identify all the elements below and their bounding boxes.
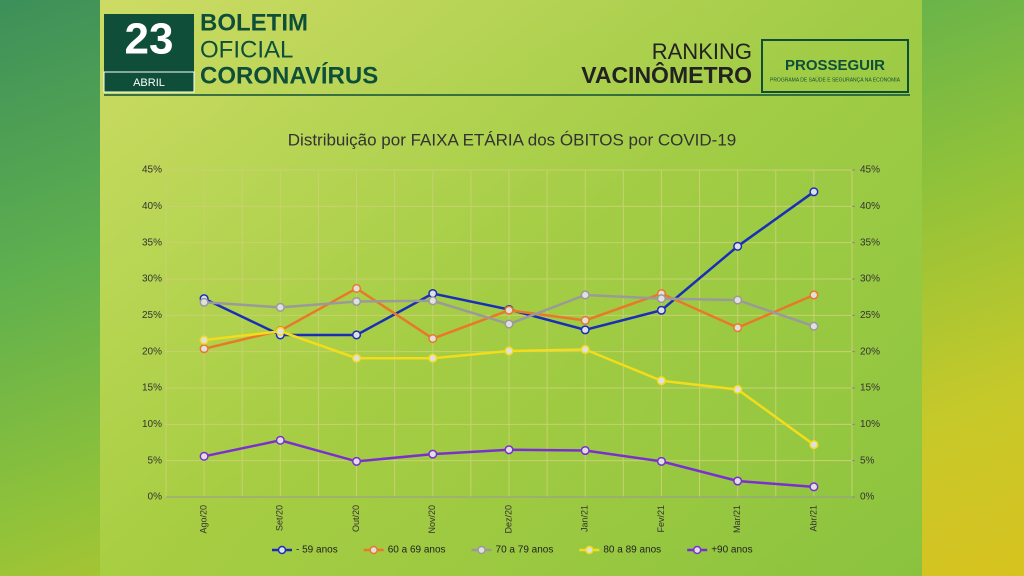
point (275, 326, 285, 336)
y-tick-label: 5% (148, 455, 163, 466)
legend-label: 70 a 79 anos (496, 545, 554, 556)
brand-sub: PROGRAMA DE SAÚDE E SEGURANÇA NA ECONOMI… (770, 76, 901, 83)
y2-tick-label: 40% (860, 201, 880, 212)
point (809, 187, 819, 197)
y2-tick-label: 0% (860, 492, 875, 503)
point (199, 335, 209, 345)
y2-tick-label: 45% (860, 165, 880, 176)
y2-tick-label: 30% (860, 274, 880, 285)
legend-marker (692, 545, 702, 555)
x-tick-label: Nov/20 (427, 505, 437, 534)
point (580, 290, 590, 300)
y-tick-label: 40% (142, 201, 162, 212)
x-tick-label: Mar/21 (732, 505, 742, 533)
point (352, 330, 362, 340)
y2-tick-label: 15% (860, 383, 880, 394)
x-tick-label: Fev/21 (656, 505, 666, 533)
point (504, 445, 514, 455)
point (656, 305, 666, 315)
header-line: BOLETIM (200, 9, 308, 36)
x-tick-label: Abr/21 (808, 505, 818, 532)
header-line: OFICIAL (200, 36, 293, 63)
point (352, 353, 362, 363)
y2-tick-label: 25% (860, 310, 880, 321)
y2-tick-label: 5% (860, 455, 875, 466)
point (656, 456, 666, 466)
point (733, 295, 743, 305)
y-tick-label: 0% (148, 492, 163, 503)
point (352, 456, 362, 466)
point (580, 315, 590, 325)
panel (100, 0, 922, 576)
point (275, 435, 285, 445)
header-line: CORONAVÍRUS (200, 61, 378, 89)
y-tick-label: 10% (142, 419, 162, 430)
legend-label: +90 anos (711, 545, 752, 556)
point (504, 319, 514, 329)
point (809, 482, 819, 492)
legend-label: 60 a 69 anos (388, 545, 446, 556)
point (199, 297, 209, 307)
point (580, 445, 590, 456)
y2-tick-label: 35% (860, 237, 880, 248)
legend-marker (585, 545, 594, 555)
ranking: RANKING (652, 39, 752, 64)
date-box (104, 14, 194, 76)
point (809, 290, 819, 300)
point (428, 334, 438, 344)
x-tick-label: Ago/20 (198, 505, 208, 534)
legend-marker (369, 545, 378, 555)
point (580, 344, 590, 355)
point (352, 296, 362, 307)
y-tick-label: 25% (142, 310, 162, 321)
brand: PROSSEGUIR (785, 57, 885, 74)
x-tick-label: Jan/21 (580, 505, 590, 532)
point (352, 283, 362, 293)
point (656, 376, 666, 386)
legend-label: - 59 anos (296, 545, 338, 556)
vacinometro: VACINÔMETRO (581, 61, 752, 88)
y-tick-label: 15% (142, 383, 162, 394)
brand-box (761, 39, 909, 93)
y-tick-label: 45% (142, 165, 162, 176)
point (428, 296, 438, 306)
legend-label: 80 a 89 anos (603, 545, 661, 556)
y2-tick-label: 10% (860, 419, 880, 430)
x-tick-label: Dez/20 (503, 505, 513, 534)
legend-marker (477, 545, 486, 555)
chart-title: Distribuição por FAIXA ETÁRIA dos ÓBITOS… (288, 130, 736, 149)
point (428, 449, 438, 459)
point (809, 321, 819, 331)
month-box (103, 71, 195, 93)
point (809, 440, 819, 450)
point (504, 346, 514, 356)
point (428, 353, 438, 363)
point (199, 344, 209, 354)
point (733, 323, 743, 333)
point (733, 384, 743, 395)
y2-tick-label: 20% (860, 346, 880, 357)
y-tick-label: 35% (142, 237, 162, 248)
point (580, 325, 590, 335)
day: 23 (125, 15, 174, 64)
y-tick-label: 30% (142, 274, 162, 285)
point (504, 305, 514, 315)
point (733, 476, 743, 486)
month: ABRIL (133, 77, 165, 89)
point (656, 294, 666, 304)
legend-marker (277, 545, 287, 555)
x-tick-label: Out/20 (351, 505, 361, 532)
point (275, 302, 285, 312)
point (428, 288, 438, 299)
y-tick-label: 20% (142, 346, 162, 357)
point (199, 451, 209, 461)
point (733, 241, 743, 251)
x-tick-label: Set/20 (275, 505, 285, 531)
